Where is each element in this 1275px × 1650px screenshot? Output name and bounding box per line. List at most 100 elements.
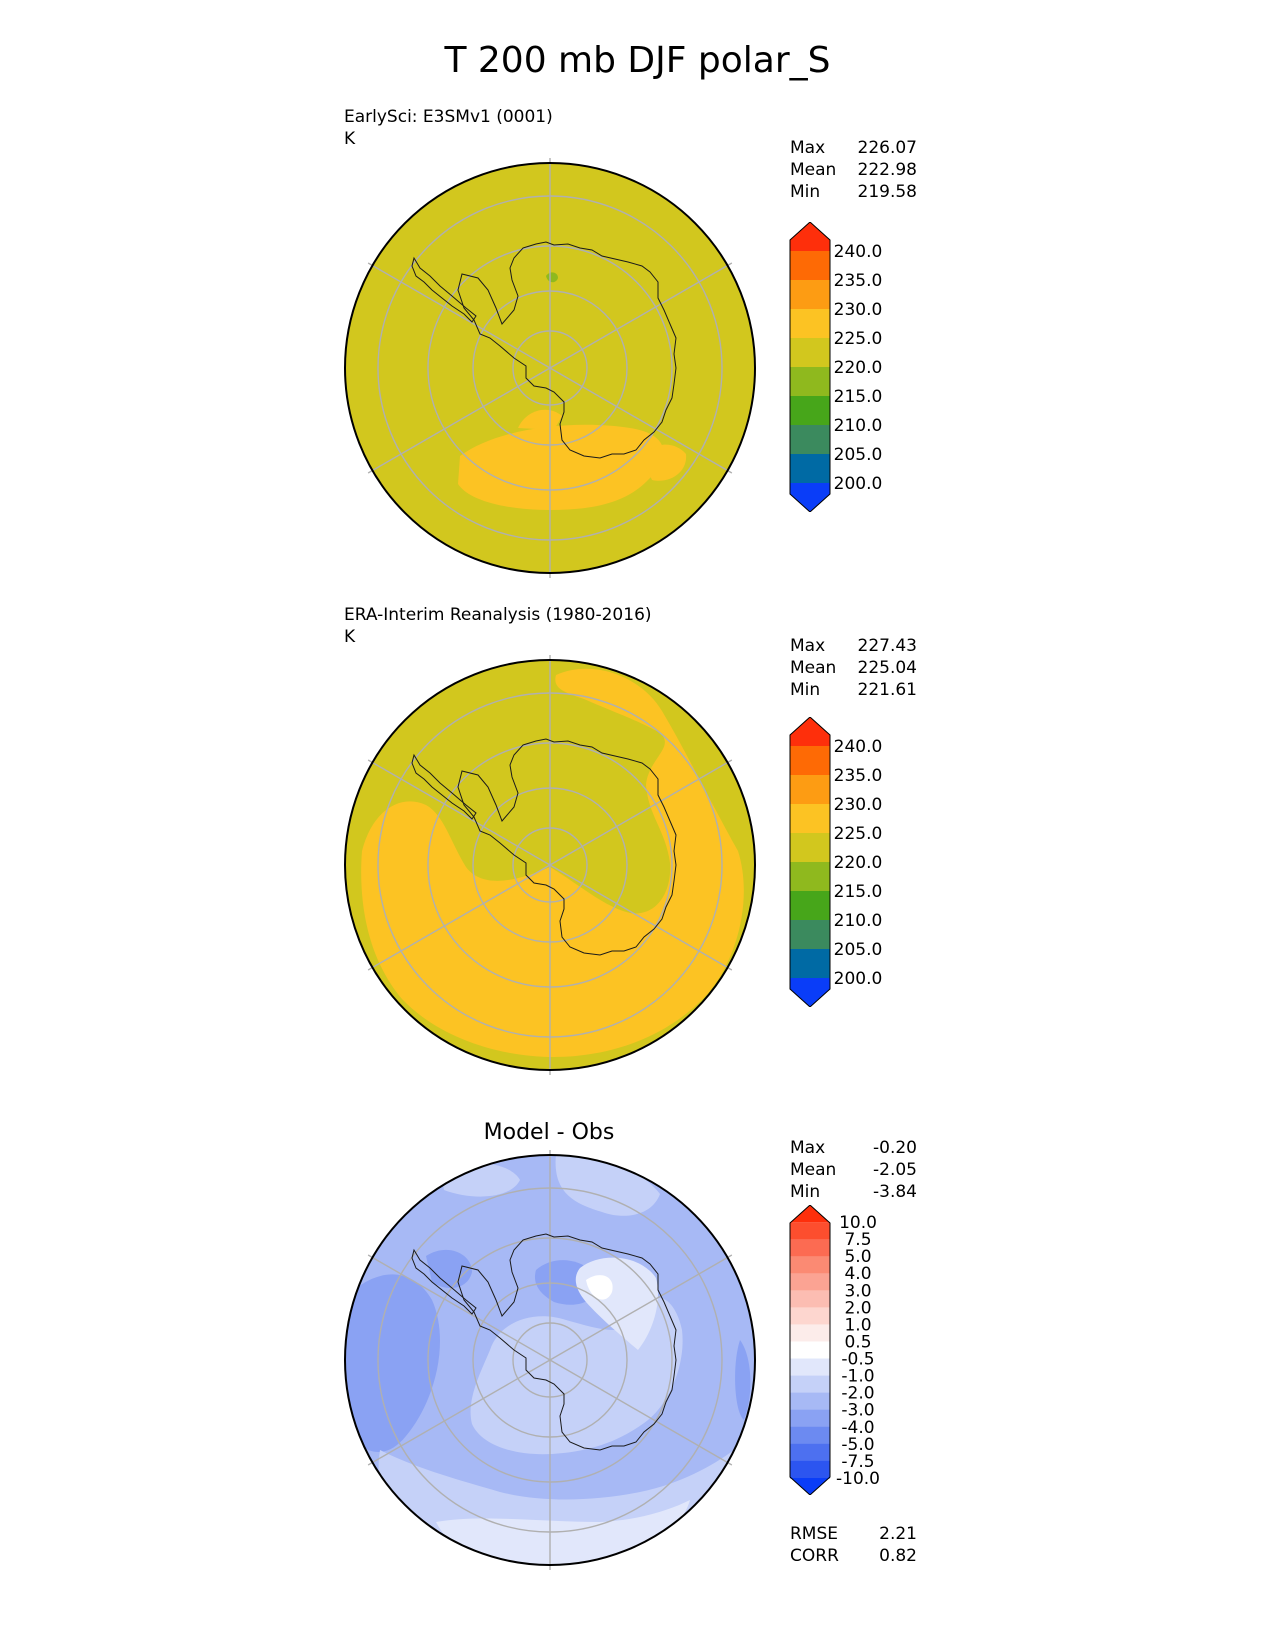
colorbar-tick-label: -10.0 xyxy=(836,1469,880,1489)
graticule xyxy=(367,1150,733,1570)
colorbar-swatch xyxy=(790,1375,830,1394)
colorbar-swatch xyxy=(790,367,830,397)
colorbar-swatch xyxy=(790,833,830,863)
stat-row: Min -3.84 xyxy=(790,1182,917,1202)
colorbar-swatch xyxy=(790,862,830,892)
map-boundary xyxy=(344,162,756,574)
panel2-units: K xyxy=(344,627,356,647)
panel1-stats: Max 226.07 Mean 222.98 Min 219.58 xyxy=(790,137,917,203)
colorbar-tick-labels: 10.07.55.04.03.02.01.00.5-0.5-1.0-2.0-3.… xyxy=(836,1213,880,1489)
meridian-line xyxy=(367,367,551,474)
colorbar-tick-label: 200.0 xyxy=(834,474,883,494)
colorbar-swatch xyxy=(790,1290,830,1308)
metric-row: CORR 0.82 xyxy=(790,1546,917,1566)
colorbar-swatch xyxy=(790,483,830,512)
colorbar-swatch xyxy=(790,1205,830,1223)
colorbar-swatch xyxy=(790,1409,830,1428)
colorbar-tick-label: 0.5 xyxy=(844,1332,871,1352)
colorbar-swatch xyxy=(790,454,830,484)
map-boundary xyxy=(344,1154,756,1566)
colorbar-tick-label: 10.0 xyxy=(839,1213,877,1233)
stat-row: Mean 225.04 xyxy=(790,658,917,678)
antarctica-coastline xyxy=(457,1233,677,1451)
colorbar-outline xyxy=(789,222,831,512)
colorbar-tick-labels: 240.0 235.0 230.0 225.0 220.0 215.0 210.0 205.0… xyxy=(834,242,883,494)
colorbar-outline xyxy=(789,1205,831,1495)
metric-row: RMSE 2.21 xyxy=(790,1524,917,1544)
meridian-line xyxy=(549,759,733,866)
colorbar-tick-label: 220.0 xyxy=(834,853,883,873)
colorbar-tick-label: 225.0 xyxy=(834,329,883,349)
colorbar-swatch xyxy=(790,1256,830,1274)
panel1-units: K xyxy=(344,129,356,149)
stat-row: Mean -2.05 xyxy=(790,1160,917,1180)
colorbar-tick-label: -5.0 xyxy=(841,1435,874,1455)
graticule xyxy=(367,655,733,1075)
meridian-line xyxy=(367,1254,551,1361)
colorbar-swatch xyxy=(790,949,830,979)
colorbar-tick-label: 2.0 xyxy=(844,1298,871,1318)
stat-row: Max 227.43 xyxy=(790,636,917,656)
colorbar-swatch xyxy=(790,891,830,921)
stat-row: Min 221.61 xyxy=(790,680,917,700)
colorbar-swatch xyxy=(790,1307,830,1325)
stat-row: Min 219.58 xyxy=(790,182,917,202)
colorbar-tick-label: 220.0 xyxy=(834,358,883,378)
field-contour-225 xyxy=(458,424,664,510)
colorbar-tick-label: 7.5 xyxy=(844,1230,871,1250)
colorbar-tick-label: 3.0 xyxy=(844,1281,871,1301)
panel2-subtitle: ERA-Interim Reanalysis (1980-2016) xyxy=(344,605,652,625)
panel2-header: ERA-Interim Reanalysis (1980-2016) K xyxy=(344,604,652,648)
colorbar-tick-label: 210.0 xyxy=(834,416,883,436)
figure-title: T 200 mb DJF polar_S xyxy=(444,40,831,81)
panel3-colorbar: 10.07.55.04.03.02.01.00.5-0.5-1.0-2.0-3.… xyxy=(789,1205,880,1495)
colorbar-swatch xyxy=(790,338,830,368)
colorbar-tick-label: -7.5 xyxy=(841,1452,874,1472)
colorbar-swatches xyxy=(789,717,831,1007)
colorbar-tick-label: -4.0 xyxy=(841,1418,874,1438)
colorbar-tick-label: 240.0 xyxy=(834,737,883,757)
colorbar-swatch xyxy=(790,1426,830,1445)
colorbar-swatch xyxy=(790,1477,830,1495)
panel1-colorbar: 240.0 235.0 230.0 225.0 220.0 215.0 210.0 205.0… xyxy=(789,222,883,512)
stat-row: Max -0.20 xyxy=(790,1138,917,1158)
meridian-line xyxy=(367,864,551,971)
colorbar-swatch xyxy=(790,280,830,310)
field-contour-225 xyxy=(642,444,687,481)
panel2-stats: Max 227.43 Mean 225.04 Min 221.61 xyxy=(790,635,917,701)
panel3-metrics: RMSE 2.21 CORR 0.82 xyxy=(790,1523,917,1567)
colorbar-swatches xyxy=(789,1205,831,1495)
colorbar-tick-label: 1.0 xyxy=(844,1315,871,1335)
stat-row: Max 226.07 xyxy=(790,138,917,158)
colorbar-swatch xyxy=(790,1443,830,1462)
panel2-colorbar: 240.0 235.0 230.0 225.0 220.0 215.0 210.0 205.0… xyxy=(789,717,883,1007)
colorbar-swatch xyxy=(790,978,830,1007)
stat-row: Mean 222.98 xyxy=(790,160,917,180)
meridian-line xyxy=(549,367,733,474)
antarctica-coastline xyxy=(457,241,677,459)
colorbar-tick-label: 240.0 xyxy=(834,242,883,262)
colorbar-swatch xyxy=(790,746,830,776)
colorbar-swatch xyxy=(790,1324,830,1342)
panel1-header: EarlySci: E3SMv1 (0001) K xyxy=(344,106,553,150)
colorbar-tick-label: 235.0 xyxy=(834,271,883,291)
colorbar-swatch xyxy=(790,1239,830,1257)
colorbar-swatch xyxy=(790,396,830,426)
colorbar-swatch xyxy=(790,251,830,281)
field-contour-m3 xyxy=(735,1340,751,1420)
field-contour-0 xyxy=(586,1275,613,1300)
colorbar-swatch xyxy=(790,1358,830,1377)
colorbar-outline xyxy=(789,717,831,1007)
antarctic-peninsula-coastline xyxy=(411,256,477,323)
panel3-polar-map xyxy=(344,1150,756,1570)
colorbar-tick-label: -1.0 xyxy=(841,1367,874,1387)
panel3-title: Model - Obs xyxy=(483,1120,615,1145)
colorbar-swatches xyxy=(789,222,831,512)
colorbar-swatch xyxy=(790,1460,830,1479)
colorbar-tick-label: -3.0 xyxy=(841,1401,874,1421)
colorbar-tick-label: 215.0 xyxy=(834,882,883,902)
meridian-line xyxy=(549,1359,733,1466)
colorbar-swatch xyxy=(790,1222,830,1240)
antarctica-coastline xyxy=(457,738,677,956)
colorbar-swatch xyxy=(790,1273,830,1291)
